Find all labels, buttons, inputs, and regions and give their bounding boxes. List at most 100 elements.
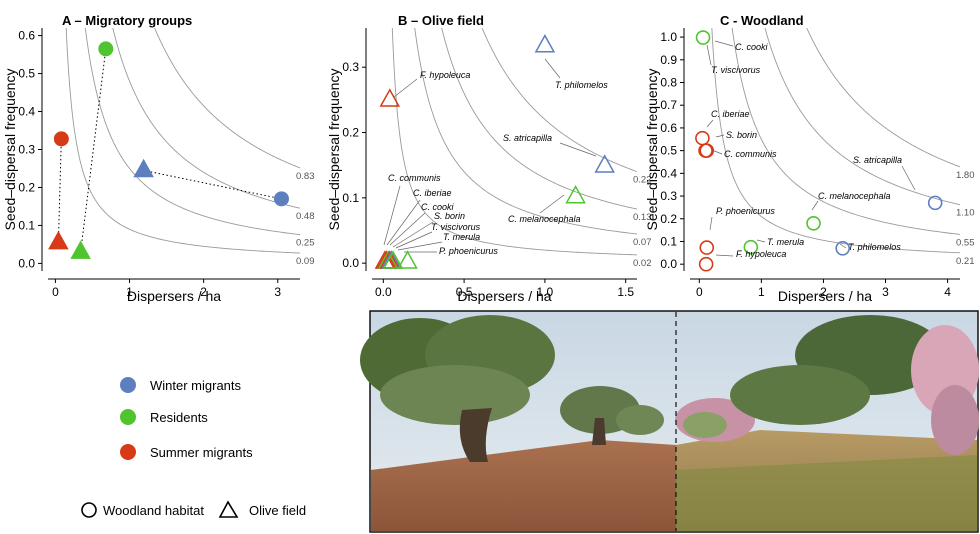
species-label: C. communis xyxy=(724,149,777,159)
isoline-label: 0.13 xyxy=(633,212,652,223)
y-tick-label: 1.0 xyxy=(660,30,677,44)
point-winter xyxy=(594,154,615,173)
y-tick-label: 0.5 xyxy=(660,144,677,158)
isoline xyxy=(414,28,637,235)
isoline-label: 0.02 xyxy=(633,258,652,269)
legend-label-woodland: Woodland habitat xyxy=(103,503,204,518)
x-axis-label: Dispersers / ha xyxy=(778,288,872,304)
species-label: T. philomelos xyxy=(555,80,608,90)
y-tick-label: 0.7 xyxy=(660,98,677,112)
label-leader xyxy=(397,241,443,251)
species-label: C. melanocephala xyxy=(818,191,891,201)
point-resident-woodland xyxy=(98,41,114,57)
point-resident xyxy=(695,30,711,45)
panel-title: B – Olive field xyxy=(398,13,484,28)
y-tick-label: 0.2 xyxy=(18,180,35,194)
y-tick-label: 0.2 xyxy=(660,212,677,226)
species-label: T. merula xyxy=(443,232,480,242)
legend-label-olive: Olive field xyxy=(249,503,306,518)
isoline xyxy=(391,28,637,256)
isoline-label: 0.22 xyxy=(633,175,652,186)
x-tick-label: 0.5 xyxy=(456,285,473,299)
isoline-label: 1.80 xyxy=(956,170,975,181)
point-winter xyxy=(927,195,943,211)
label-leader xyxy=(393,78,418,98)
y-tick-label: 0.5 xyxy=(18,67,35,81)
point-resident-olive xyxy=(70,240,91,259)
label-leader xyxy=(392,221,434,248)
x-axis-label: Dispersers / ha xyxy=(127,288,221,304)
legend-label-summer: Summer migrants xyxy=(150,445,253,460)
x-axis-label: Dispersers / ha xyxy=(457,288,551,304)
y-tick-label: 0.4 xyxy=(660,166,677,180)
label-leader xyxy=(901,165,916,191)
legend-triangle-icon xyxy=(218,500,239,518)
label-leader xyxy=(539,194,565,214)
species-label: C. cooki xyxy=(421,202,455,212)
y-tick-label: 0.1 xyxy=(660,234,677,248)
isoline-label: 0.07 xyxy=(633,237,652,248)
y-axis-label: Seed–dispersal frequency xyxy=(2,69,18,231)
legend-dot-winter xyxy=(120,377,136,393)
x-tick-label: 1.0 xyxy=(537,285,554,299)
x-tick-label: 1.5 xyxy=(617,285,634,299)
isoline-label: 1.10 xyxy=(956,208,975,219)
x-tick-label: 3 xyxy=(882,285,889,299)
label-leader xyxy=(709,216,713,231)
isolines xyxy=(65,28,300,254)
label-leader xyxy=(389,212,426,246)
panel-title: A – Migratory groups xyxy=(62,13,192,28)
isoline-label: 0.55 xyxy=(956,237,975,248)
isoline xyxy=(84,28,300,236)
panel-b: B – Olive field 0.22 0.13 0.07 0.02 0.0 0.1 0.2… xyxy=(326,13,652,304)
y-axis-label: Seed–dispersal frequency xyxy=(644,69,660,231)
label-leader xyxy=(544,58,561,79)
species-label: C. communis xyxy=(388,173,441,183)
link-summer xyxy=(57,138,62,243)
species-label: T. merula xyxy=(767,237,804,247)
x-tick-label: 0 xyxy=(696,285,703,299)
point-summer-olive xyxy=(48,230,69,250)
label-leader xyxy=(706,44,712,66)
x-tick-label: 0.0 xyxy=(375,285,392,299)
x-tick-label: 4 xyxy=(944,285,951,299)
y-tick-label: 0.1 xyxy=(18,218,35,232)
point-winter-olive xyxy=(133,158,154,178)
species-label: P. phoenicurus xyxy=(439,246,498,256)
species-label: C. iberiae xyxy=(413,188,452,198)
point-resident xyxy=(382,250,404,269)
y-tick-label: 0.3 xyxy=(18,143,35,157)
species-label: F. hypoleuca xyxy=(420,70,470,80)
label-leader xyxy=(706,119,714,128)
legend: Winter migrants Residents Summer migrant… xyxy=(81,377,306,518)
species-label: S. borin xyxy=(726,130,757,140)
x-tick-label: 1 xyxy=(758,285,765,299)
point-summer-woodland xyxy=(53,131,69,147)
isoline xyxy=(481,28,637,173)
isoline-label: 0.21 xyxy=(956,256,975,267)
x-tick-label: 1 xyxy=(126,285,133,299)
point-resident xyxy=(743,239,759,255)
x-tick-label: 0 xyxy=(52,285,59,299)
point-summer xyxy=(699,143,715,158)
species-label: T. viscivorus xyxy=(711,65,761,75)
species-label: S. borin xyxy=(434,211,465,221)
species-label: S. atricapilla xyxy=(503,133,552,143)
habitat-photo xyxy=(360,310,979,533)
isolines xyxy=(391,28,637,256)
isoline xyxy=(764,28,960,206)
y-tick-label: 0.6 xyxy=(660,121,677,135)
y-tick-label: 0.0 xyxy=(342,256,359,270)
species-label: C. iberiae xyxy=(711,109,750,119)
point-winter xyxy=(534,34,556,53)
y-tick-label: 0.4 xyxy=(18,105,35,119)
species-label: F. hypoleuca xyxy=(736,249,786,259)
point-resident xyxy=(806,216,821,231)
x-tick-label: 2 xyxy=(820,285,827,299)
isoline xyxy=(65,28,300,254)
point-resident xyxy=(397,250,418,269)
label-leader xyxy=(811,200,819,211)
isoline-label: 0.25 xyxy=(296,238,315,249)
species-label: T. viscivorus xyxy=(431,222,481,232)
